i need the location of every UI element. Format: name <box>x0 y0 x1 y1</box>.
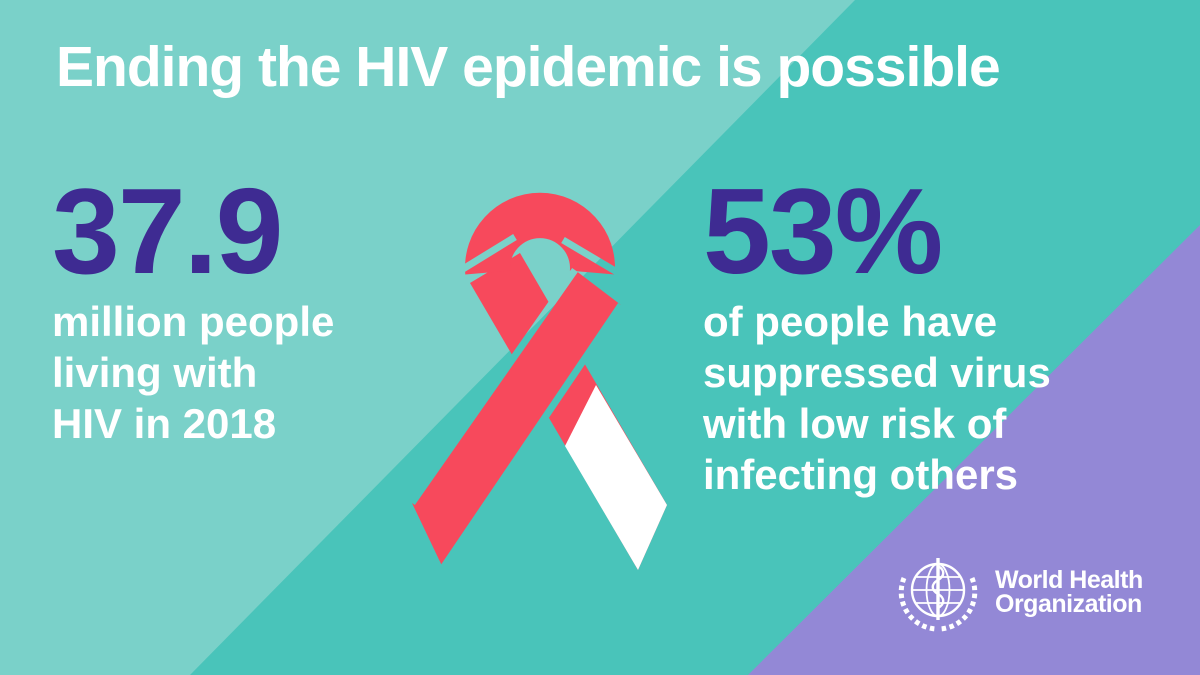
stat-label-line: HIV in 2018 <box>52 400 277 447</box>
stat-value: 37.9 <box>52 163 283 299</box>
wreath-left <box>898 577 937 632</box>
wreath-right <box>939 577 978 632</box>
stat-label-line: suppressed virus <box>703 349 1051 396</box>
stat-label-line: with low risk of <box>703 400 1007 447</box>
stat-label-line: living with <box>52 349 258 396</box>
asclepius-serpent <box>931 564 945 610</box>
who-wordmark-line2: Organization <box>995 590 1142 618</box>
stat-label-line: infecting others <box>703 451 1019 498</box>
stat-label-line: million people <box>52 298 335 345</box>
ribbon-white-tail <box>565 385 667 570</box>
who-wordmark: World Health Organization <box>995 565 1143 618</box>
stat-label-line: of people have <box>703 298 998 345</box>
stat-label: of people have suppressed virus with low… <box>703 296 1051 500</box>
stat-label: million people living with HIV in 2018 <box>52 296 334 449</box>
ribbon-loop <box>465 192 615 275</box>
who-logo-block: World Health Organization <box>894 552 1143 632</box>
who-emblem-icon <box>898 558 978 632</box>
purple-corner-triangle <box>748 225 1200 675</box>
ribbon-front-band <box>412 270 621 568</box>
aids-ribbon-icon <box>412 192 667 570</box>
who-wordmark-line1: World Health <box>995 565 1143 594</box>
page-title: Ending the HIV epidemic is possible <box>56 35 1001 99</box>
stat-value: 53% <box>703 163 943 299</box>
diagonal-light-band <box>0 0 855 675</box>
